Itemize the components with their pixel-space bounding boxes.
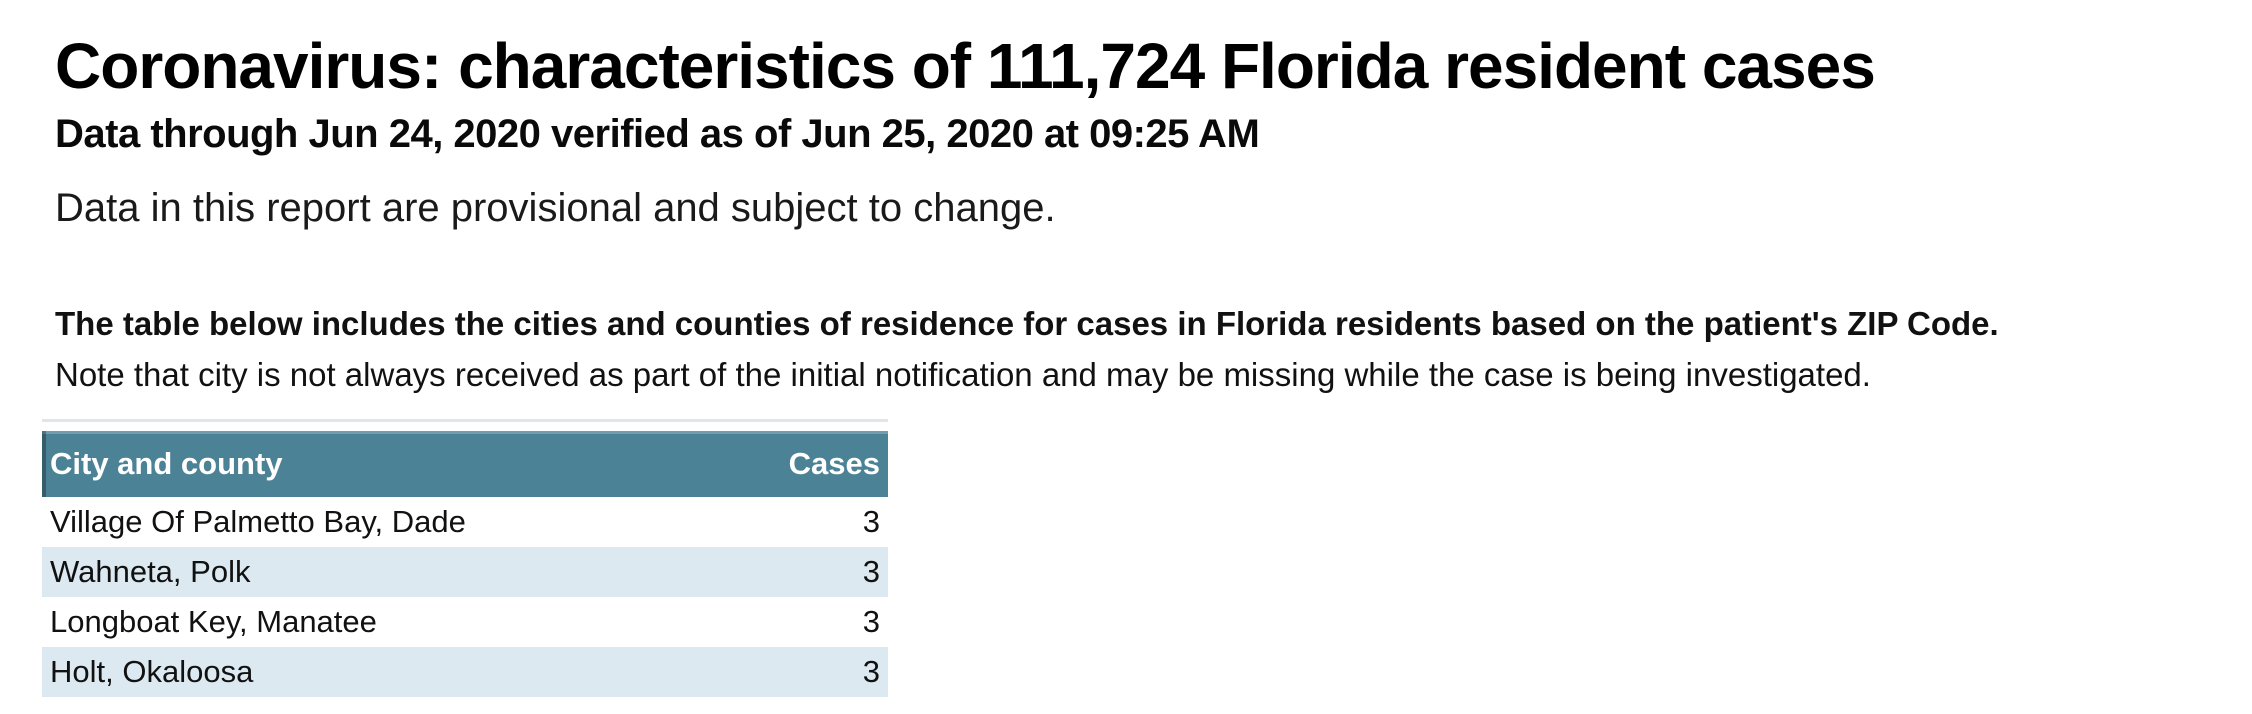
cases-cell: 3 (862, 653, 880, 689)
cases-cell: 3 (862, 553, 880, 589)
report-date-subtitle: Data through Jun 24, 2020 verified as of… (55, 111, 1260, 156)
city-county-cell: Holt, Okaloosa (50, 653, 254, 689)
city-county-cell: Village Of Palmetto Bay, Dade (50, 503, 466, 539)
table-row: Wahneta, Polk 3 (42, 546, 888, 597)
table-row: Holt, Okaloosa 3 (42, 646, 888, 697)
table-header-row: City and county Cases (42, 430, 888, 497)
table-row: Village Of Palmetto Bay, Dade 3 (42, 496, 888, 547)
report-page: Coronavirus: characteristics of 111,724 … (42, 30, 2252, 697)
table-introduction: The table below includes the cities and … (55, 298, 2252, 401)
cases-cell: 3 (862, 503, 880, 539)
column-header-city-county: City and county (42, 430, 758, 497)
column-header-cases: Cases (758, 430, 888, 497)
table-intro-bold-line: The table below includes the cities and … (55, 304, 1999, 342)
city-county-cell: Wahneta, Polk (50, 553, 251, 589)
cases-by-city-table: City and county Cases Village Of Palmett… (42, 430, 888, 697)
page-title: Coronavirus: characteristics of 111,724 … (55, 30, 1876, 102)
cases-cell: 3 (862, 603, 880, 639)
provisional-data-note: Data in this report are provisional and … (55, 185, 1056, 230)
table-body: Village Of Palmetto Bay, Dade 3 Wahneta, P… (42, 496, 888, 697)
table-row: Longboat Key, Manatee 3 (42, 596, 888, 647)
table-top-rule (42, 418, 888, 422)
city-county-cell: Longboat Key, Manatee (50, 603, 377, 639)
table-intro-note-line: Note that city is not always received as… (55, 356, 1871, 394)
